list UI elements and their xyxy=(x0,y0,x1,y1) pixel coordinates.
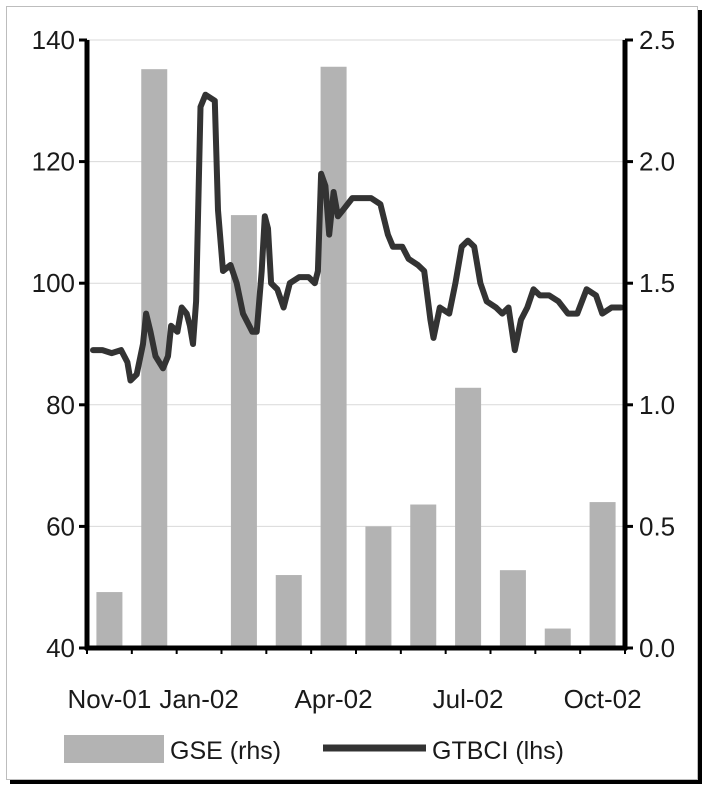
x-tick-label: Oct-02 xyxy=(564,684,642,714)
bar-gse xyxy=(365,526,392,648)
bar-series-gse xyxy=(96,66,616,648)
bar-gse xyxy=(455,387,482,648)
right-tick-label: 0.0 xyxy=(639,633,675,663)
x-tick-label: Jul-02 xyxy=(433,684,504,714)
bar-gse xyxy=(320,66,347,648)
legend-swatch-gse xyxy=(64,735,164,763)
x-axis-ticks: Nov-01 Jan-02 Apr-02 Jul-02 Oct-02 xyxy=(68,648,642,714)
x-tick-label: Jan-02 xyxy=(159,684,239,714)
legend: GSE (rhs) GTBCI (lhs) xyxy=(64,735,564,765)
line-series-gtbci xyxy=(90,91,624,384)
right-tick-label: 2.5 xyxy=(639,25,675,55)
legend-label-gse: GSE (rhs) xyxy=(170,737,281,765)
left-tick-label: 80 xyxy=(46,390,75,420)
left-axis-ticks: 40 60 80 100 120 140 xyxy=(32,25,87,663)
left-tick-label: 60 xyxy=(46,511,75,541)
bar-gse xyxy=(96,592,123,648)
bar-gse xyxy=(589,502,616,648)
right-tick-label: 2.0 xyxy=(639,147,675,177)
left-tick-label: 140 xyxy=(32,25,75,55)
x-tick-label: Nov-01 xyxy=(68,684,152,714)
left-tick-label: 100 xyxy=(32,268,75,298)
legend-label-gtbci: GTBCI (lhs) xyxy=(432,737,564,765)
line-gtbci xyxy=(90,91,624,384)
bar-gse xyxy=(499,570,526,648)
bar-gse xyxy=(410,504,437,648)
right-tick-label: 1.5 xyxy=(639,268,675,298)
left-tick-label: 40 xyxy=(46,633,75,663)
right-tick-label: 0.5 xyxy=(639,511,675,541)
right-tick-label: 1.0 xyxy=(639,390,675,420)
bar-gse xyxy=(275,575,302,648)
left-tick-label: 120 xyxy=(32,147,75,177)
chart-frame xyxy=(6,6,698,780)
bar-gse xyxy=(544,628,571,648)
right-axis-ticks: 0.0 0.5 1.0 1.5 2.0 2.5 xyxy=(625,25,675,663)
x-tick-label: Apr-02 xyxy=(295,684,373,714)
gridlines xyxy=(87,39,625,527)
